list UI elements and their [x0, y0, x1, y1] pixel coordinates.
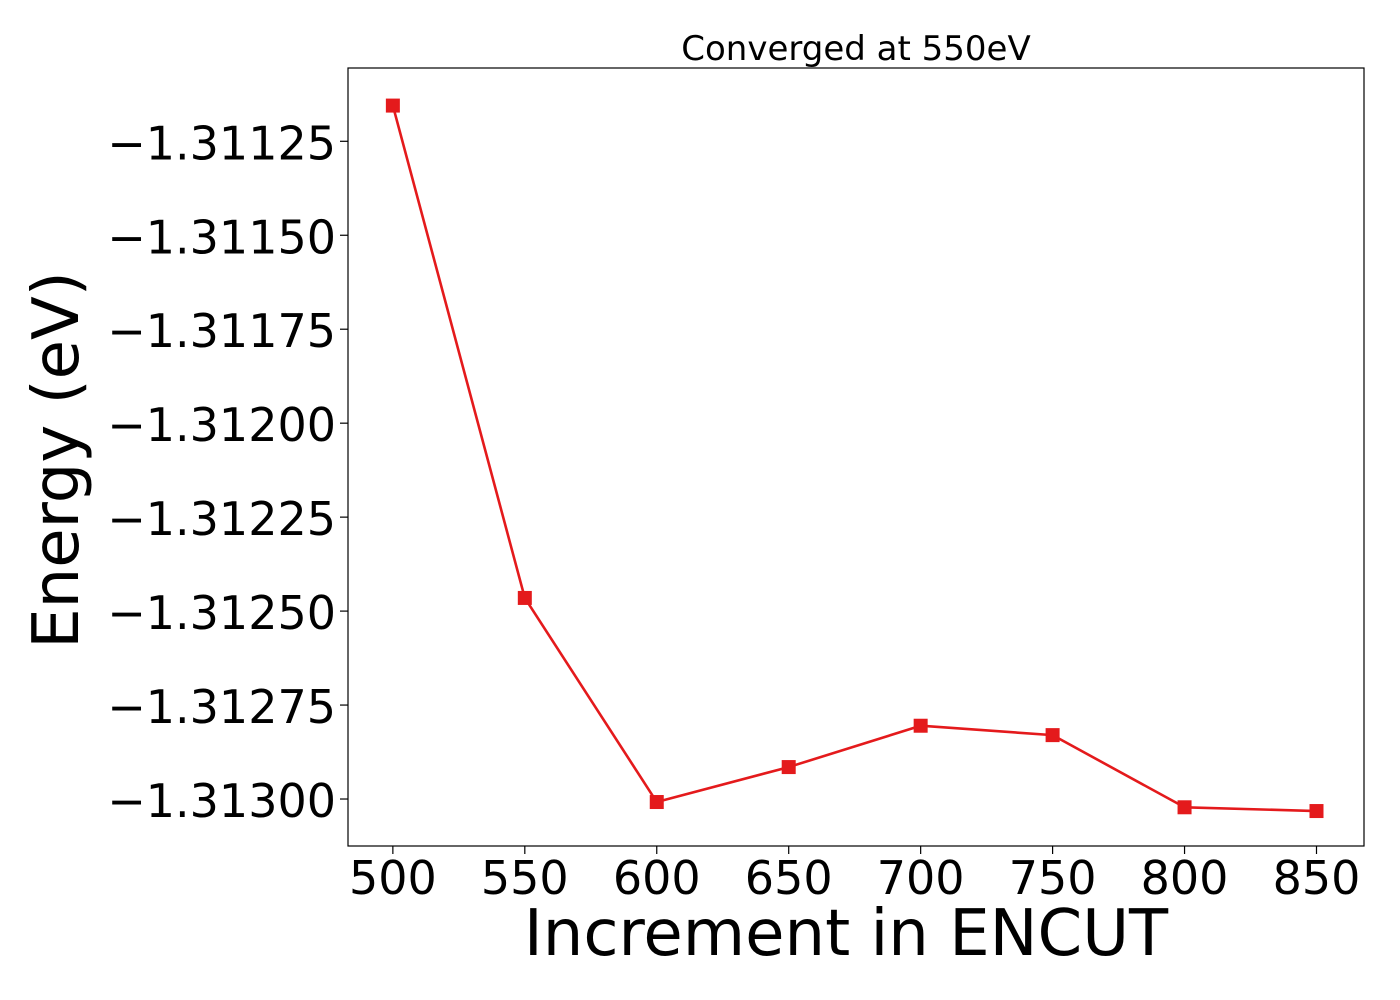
data-point-marker	[517, 590, 532, 605]
plot-area: 500 550 600 650 700 750 800 850 −1.31125 −1.31150…	[107, 67, 1365, 905]
y-tick-label: −1.31200	[107, 398, 336, 452]
y-tick-label: −1.31300	[107, 774, 336, 828]
data-point-marker	[649, 795, 664, 810]
y-tick-label: −1.31125	[107, 116, 336, 170]
y-tick-label: −1.31225	[107, 492, 336, 546]
plot-frame	[347, 67, 1365, 847]
data-point-marker	[1177, 800, 1192, 815]
y-axis-label: Energy (eV)	[20, 271, 94, 649]
data-point-marker	[385, 98, 400, 113]
x-tick-label: 500	[349, 851, 437, 905]
data-point-marker	[1309, 804, 1324, 819]
data-point-marker	[1045, 728, 1060, 743]
y-tick-label: −1.31175	[107, 304, 336, 358]
y-tick-label: −1.31250	[107, 586, 336, 640]
x-tick-label: 600	[613, 851, 701, 905]
data-point-marker	[781, 760, 796, 775]
y-tick-label: −1.31150	[107, 210, 336, 264]
x-tick-label: 550	[481, 851, 569, 905]
x-tick-label: 850	[1273, 851, 1361, 905]
y-tick-label: −1.31275	[107, 680, 336, 734]
chart-title: Converged at 550eV	[681, 29, 1030, 69]
x-axis-label: Increment in ENCUT	[524, 897, 1169, 971]
x-tick-label: 700	[877, 851, 965, 905]
series-line	[391, 105, 1317, 813]
x-tick-label: 750	[1009, 851, 1097, 905]
x-tick-label: 800	[1141, 851, 1229, 905]
x-tick-label: 650	[745, 851, 833, 905]
data-point-marker	[913, 718, 928, 733]
